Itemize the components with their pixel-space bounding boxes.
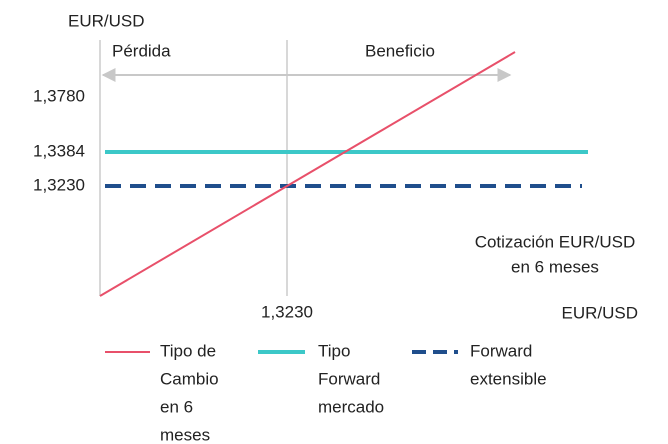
annotation: en 6 meses	[511, 257, 599, 276]
annotation: Cotización EUR/USD	[475, 232, 636, 251]
legend: Tipo de Cambio en 6 meses Tipo Forward mercado…	[160, 341, 547, 444]
legend-text: Forward	[470, 341, 532, 360]
x-label: 1,3230	[261, 302, 313, 321]
legend-text: mercado	[318, 397, 384, 416]
legend-text: meses	[160, 425, 210, 444]
region-left: Pérdida	[112, 41, 171, 60]
spot-line	[99, 51, 516, 297]
region-right: Beneficio	[365, 41, 435, 60]
legend-text: en 6	[160, 397, 193, 416]
legend-text: Tipo de	[160, 341, 216, 360]
legend-text: Tipo	[318, 341, 350, 360]
y-label: 1,3384	[33, 141, 85, 160]
legend-text: extensible	[470, 369, 547, 388]
legend-text: Forward	[318, 369, 380, 388]
y-label: 1,3230	[33, 175, 85, 194]
y-axis-label: EUR/USD	[68, 11, 145, 30]
legend-text: Cambio	[160, 369, 219, 388]
x-axis-label: EUR/USD	[561, 303, 638, 322]
y-label: 1,3780	[33, 86, 85, 105]
